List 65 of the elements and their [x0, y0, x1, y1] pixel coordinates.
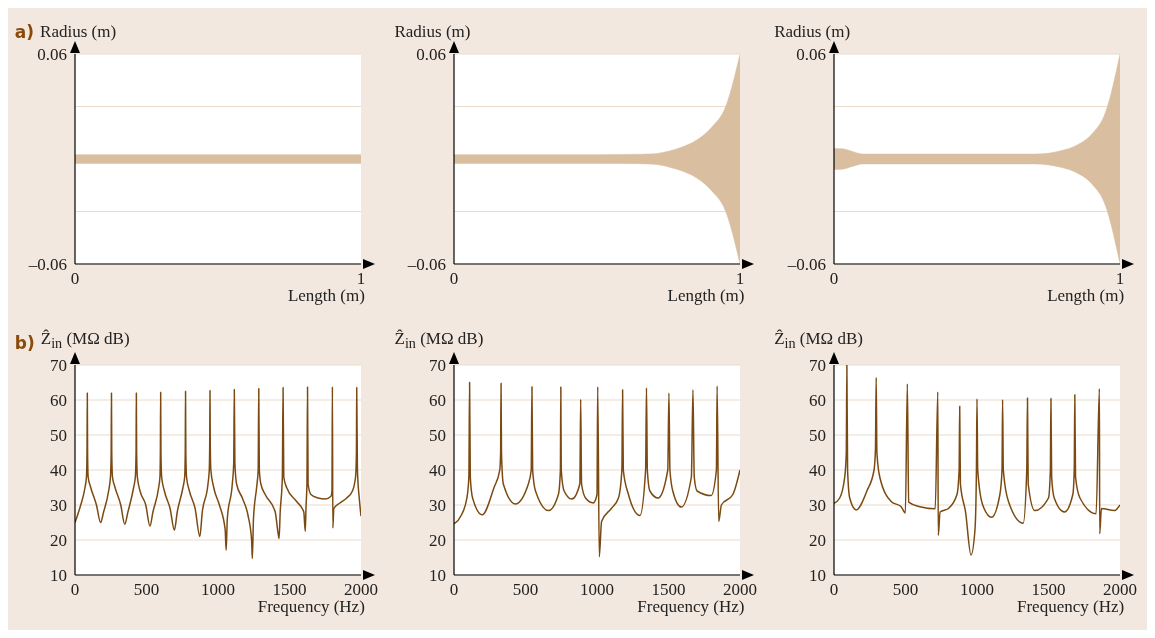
y-tick-label: 30: [429, 495, 447, 515]
x-axis-title: Length (m): [287, 285, 365, 305]
x-tick-label: 1000: [960, 579, 995, 599]
line-series: [454, 380, 741, 558]
y-tick-label: 40: [49, 460, 67, 480]
text: b): [14, 332, 35, 353]
x-tick-label: 1: [356, 268, 366, 288]
x-tick-label: 0: [829, 268, 839, 288]
y-tick-label: –0.06: [407, 254, 447, 274]
x-axis-title: Frequency (Hz): [257, 596, 365, 616]
x-tick-label: 2000: [723, 579, 758, 599]
y-tick-label: 20: [809, 530, 827, 550]
x-tick-label: 1000: [200, 579, 235, 599]
y-tick-label: 70: [809, 355, 827, 375]
y-axis-title: Ẑ$_{in}$ (MΩ dB): [774, 329, 863, 353]
x-tick-label: 1500: [651, 579, 686, 599]
y-axis-title: Radius (m): [40, 21, 117, 42]
y-axis-title: Ẑ$_{in}$ (MΩ dB): [394, 329, 484, 353]
x-tick-label: 1000: [580, 579, 615, 599]
y-tick-label: –0.06: [27, 254, 67, 274]
y-tick-label: 10: [429, 565, 447, 585]
x-tick-label: 2000: [1103, 579, 1138, 599]
x-tick-label: 1500: [272, 579, 307, 599]
x-axis-title: Length (m): [667, 285, 745, 305]
x-tick-label: 1500: [1031, 579, 1066, 599]
y-tick-label: 70: [429, 355, 447, 375]
y-tick-label: 30: [49, 495, 67, 515]
y-axis-title: Radius (m): [394, 21, 471, 42]
line-series: [74, 385, 361, 559]
x-tick-label: 0: [829, 579, 839, 599]
y-tick-label: 30: [809, 495, 827, 515]
y-tick-label: –0.06: [786, 254, 827, 274]
line-series: [834, 364, 1121, 556]
y-tick-label: 60: [809, 390, 827, 410]
y-tick-label: 50: [429, 425, 447, 445]
y-tick-label: 0.06: [37, 44, 67, 64]
x-tick-label: 1: [736, 268, 745, 288]
y-tick-label: 10: [809, 565, 827, 585]
x-tick-label: 1: [1115, 268, 1125, 288]
y-tick-label: 20: [429, 530, 447, 550]
x-tick-label: 500: [513, 579, 539, 599]
y-axis-title: Ẑ$_{in}$ (MΩ dB): [40, 329, 130, 353]
text: a): [14, 21, 35, 42]
y-tick-label: 50: [49, 425, 67, 445]
y-tick-label: 0.06: [416, 44, 447, 64]
x-axis-title: Length (m): [1047, 285, 1125, 305]
x-axis-title: Frequency (Hz): [637, 596, 745, 616]
y-tick-label: 10: [49, 565, 67, 585]
x-axis-title: Frequency (Hz): [1016, 596, 1125, 616]
x-tick-label: 0: [450, 268, 459, 288]
x-tick-label: 500: [892, 579, 919, 599]
x-tick-label: 0: [450, 579, 459, 599]
y-tick-label: 40: [809, 460, 827, 480]
y-tick-label: 70: [49, 355, 67, 375]
x-tick-label: 0: [70, 579, 80, 599]
y-tick-label: 20: [49, 530, 67, 550]
y-tick-label: 50: [809, 425, 827, 445]
y-tick-label: 60: [49, 390, 67, 410]
x-tick-label: 2000: [343, 579, 378, 599]
y-axis-title: Radius (m): [774, 21, 851, 42]
x-tick-label: 500: [133, 579, 160, 599]
y-tick-label: 40: [429, 460, 447, 480]
y-tick-label: 60: [429, 390, 447, 410]
y-tick-label: 0.06: [796, 44, 827, 64]
x-tick-label: 0: [70, 268, 80, 288]
